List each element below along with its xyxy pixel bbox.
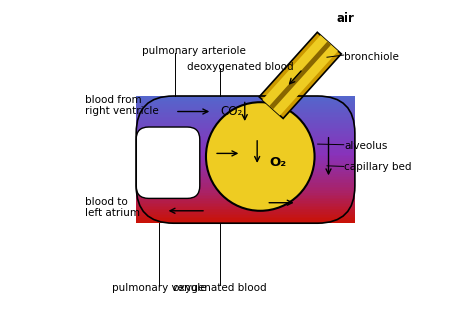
Bar (136, 145, 355, 147)
Bar (136, 109, 355, 110)
Bar (136, 150, 355, 152)
Bar (136, 195, 355, 196)
Bar (136, 180, 355, 182)
Bar (136, 99, 355, 101)
Bar (136, 101, 355, 102)
Bar (136, 203, 355, 204)
FancyBboxPatch shape (136, 127, 200, 198)
Bar (136, 158, 355, 160)
Bar (136, 174, 355, 176)
Bar (136, 121, 355, 123)
Polygon shape (269, 41, 331, 109)
Bar (136, 98, 355, 99)
Bar (136, 147, 355, 148)
Bar (136, 105, 355, 107)
Bar (136, 129, 355, 131)
Bar (136, 112, 355, 114)
Bar (136, 114, 355, 115)
Bar (136, 192, 355, 193)
Text: capillary bed: capillary bed (344, 162, 411, 172)
Bar (136, 118, 355, 120)
Text: air: air (336, 12, 354, 25)
Bar (136, 117, 355, 118)
Bar (136, 164, 355, 166)
Bar (136, 198, 355, 199)
Bar (136, 169, 355, 171)
Bar (136, 131, 355, 133)
Text: blood from
right ventricle: blood from right ventricle (85, 95, 159, 116)
Bar (136, 196, 355, 198)
Bar (136, 142, 355, 144)
Bar (136, 148, 355, 150)
Bar (136, 218, 355, 220)
Bar (136, 102, 355, 104)
Text: bronchiole: bronchiole (344, 52, 399, 62)
Bar (136, 125, 355, 126)
Bar (136, 179, 355, 180)
Bar (136, 96, 355, 98)
Bar (136, 215, 355, 217)
Bar (136, 161, 355, 163)
Bar (136, 134, 355, 136)
Circle shape (206, 102, 315, 211)
Bar (136, 163, 355, 164)
Bar (136, 210, 355, 212)
Text: pulmonary venule: pulmonary venule (112, 283, 207, 293)
Polygon shape (263, 35, 338, 115)
Text: pulmonary arteriole: pulmonary arteriole (142, 46, 246, 56)
Bar (136, 207, 355, 209)
Text: CO₂: CO₂ (220, 105, 242, 118)
Bar (136, 167, 355, 169)
Bar (136, 171, 355, 172)
Bar (136, 137, 355, 139)
Bar (136, 177, 355, 179)
Bar (136, 209, 355, 210)
Bar (136, 139, 355, 141)
Bar (136, 187, 355, 188)
Bar (136, 141, 355, 142)
Bar (136, 201, 355, 203)
Bar (136, 123, 355, 125)
Bar (136, 110, 355, 112)
Bar (136, 204, 355, 206)
Bar (136, 199, 355, 201)
Bar (136, 188, 355, 190)
Bar (136, 156, 355, 158)
Bar (136, 155, 355, 156)
Text: alveolus: alveolus (344, 141, 387, 151)
Bar (136, 128, 355, 129)
Bar (136, 107, 355, 109)
Bar (136, 220, 355, 222)
Bar (136, 120, 355, 121)
Polygon shape (259, 32, 341, 118)
Bar (136, 190, 355, 192)
Text: deoxygenated blood: deoxygenated blood (187, 62, 294, 72)
Text: O₂: O₂ (270, 156, 287, 169)
Bar (136, 153, 355, 155)
Bar (136, 217, 355, 218)
Bar (136, 182, 355, 183)
Bar (136, 104, 355, 105)
Bar (136, 176, 355, 177)
Bar (136, 193, 355, 195)
Bar (136, 115, 355, 117)
Text: oxygenated blood: oxygenated blood (173, 283, 267, 293)
Bar (136, 144, 355, 145)
Bar (136, 160, 355, 161)
Bar (136, 172, 355, 174)
Bar (136, 185, 355, 187)
Bar (136, 136, 355, 137)
Bar (136, 166, 355, 167)
Bar (136, 126, 355, 128)
Bar (136, 133, 355, 134)
Bar (136, 152, 355, 153)
Bar (136, 212, 355, 214)
Bar (136, 222, 355, 223)
Bar (136, 214, 355, 215)
Bar (136, 183, 355, 185)
Text: blood to
left atrium: blood to left atrium (85, 197, 140, 218)
Bar (136, 206, 355, 207)
